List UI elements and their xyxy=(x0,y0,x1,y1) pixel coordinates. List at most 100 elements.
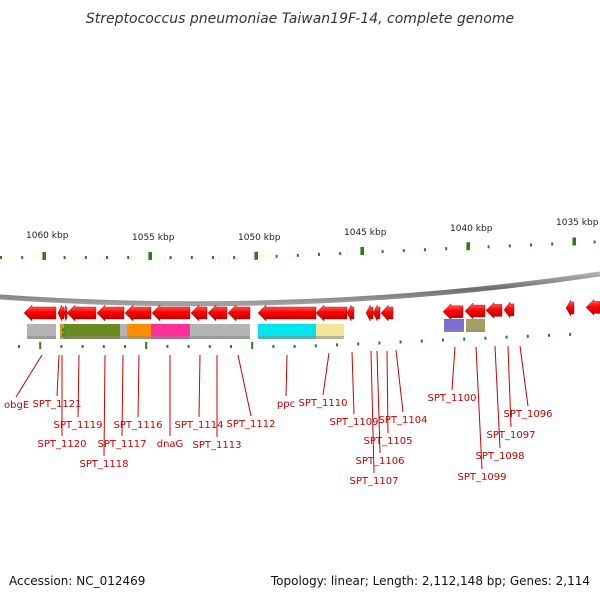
domain-bar-shade xyxy=(444,329,464,332)
domain-bar-shade xyxy=(151,336,190,339)
gene-callout-line xyxy=(103,354,106,457)
gene-arrow xyxy=(66,304,97,322)
domain-bar xyxy=(258,324,316,339)
ruler-minor-tick xyxy=(21,256,24,259)
gene-arrow xyxy=(315,304,348,322)
domain-bar xyxy=(316,324,344,339)
gene-callout-line xyxy=(285,354,288,397)
gene-callout-line xyxy=(198,354,201,418)
ruler-minor-tick xyxy=(127,256,130,259)
gene-arrow xyxy=(485,301,503,319)
gene-label: SPT_1113 xyxy=(193,440,242,451)
gene-arrow xyxy=(365,304,374,322)
domain-bar-shade xyxy=(120,336,127,339)
gene-label: SPT_1120 xyxy=(38,439,87,450)
gene-arrow xyxy=(503,301,515,319)
gene-label: SPT_1104 xyxy=(379,415,428,426)
gene-label: SPT_1098 xyxy=(476,451,525,462)
map-title: Streptococcus pneumoniae Taiwan19F-14, c… xyxy=(86,11,514,27)
gene-arrow xyxy=(380,304,394,322)
gene-label: SPT_1106 xyxy=(356,456,405,467)
domain-bar xyxy=(466,319,485,332)
domain-bar-shade xyxy=(258,336,316,339)
ruler-major-tick xyxy=(468,242,470,251)
gene-label: SPT_1119 xyxy=(54,420,103,431)
domain-bar-accent xyxy=(62,328,65,332)
lower-minor-tick xyxy=(420,339,423,343)
gene-label: SPT_1121 xyxy=(33,399,82,410)
gene-label: SPT_1117 xyxy=(98,439,147,450)
gene-arrow xyxy=(57,304,65,322)
gene-arrow xyxy=(464,302,486,320)
lower-minor-tick xyxy=(569,332,572,336)
ruler-minor-tick xyxy=(63,256,66,259)
gene-callout-line xyxy=(137,354,140,418)
gene-label: SPT_1096 xyxy=(504,409,553,420)
domain-bar xyxy=(64,324,120,339)
gene-label: dnaG xyxy=(157,439,184,450)
gene-label: SPT_1114 xyxy=(175,420,224,431)
ruler-minor-tick xyxy=(508,244,511,248)
lower-ticks xyxy=(18,332,572,349)
gene-callout-line xyxy=(351,351,355,415)
gene-label: SPT_1105 xyxy=(364,436,413,447)
ruler-minor-tick xyxy=(530,243,532,247)
gene-label: SPT_1109 xyxy=(330,417,379,428)
ruler-minor-tick xyxy=(212,256,214,259)
gene-label: SPT_1099 xyxy=(458,472,507,483)
gene-callout-line xyxy=(376,350,381,454)
ruler-minor-tick xyxy=(402,249,405,253)
ruler-minor-tick xyxy=(233,256,236,259)
gene-arrow xyxy=(151,304,191,322)
gene-callouts: obgE SPT_1121 SPT_1120 SPT_1119 SPT_1118 SPT_… xyxy=(4,345,553,487)
ruler-major-tick xyxy=(148,252,151,260)
gene-callout-line xyxy=(77,354,80,418)
domain-bar-shade xyxy=(127,336,151,339)
lower-minor-tick xyxy=(357,342,360,346)
gene-label: SPT_1107 xyxy=(350,476,399,487)
ruler-major-tick xyxy=(256,251,258,260)
lower-minor-tick xyxy=(60,345,63,348)
lower-minor-tick xyxy=(505,335,508,339)
genome-backbone xyxy=(0,271,600,307)
gene-label: SPT_1097 xyxy=(487,430,536,441)
accession-text: Accession: NC_012469 xyxy=(9,574,146,588)
gene-arrow xyxy=(207,304,228,322)
gene-callout-line xyxy=(395,349,404,413)
domain-bar xyxy=(444,319,464,332)
ruler-minor-tick xyxy=(190,256,193,259)
gene-arrows xyxy=(23,298,600,322)
gene-arrow xyxy=(565,299,575,317)
lower-minor-tick xyxy=(399,340,402,344)
gene-arrow xyxy=(124,304,152,322)
gene-callout-line xyxy=(451,346,456,391)
ruler-major-tick xyxy=(572,237,575,246)
domain-bar xyxy=(120,324,127,339)
domain-bar xyxy=(227,324,250,339)
gene-label: SPT_1116 xyxy=(114,420,163,431)
ruler-minor-tick xyxy=(424,248,426,252)
ruler-major-tick xyxy=(254,251,257,260)
domain-bar xyxy=(27,324,56,339)
lower-minor-tick xyxy=(293,345,296,348)
ruler-label: 1045 kbp xyxy=(344,228,387,238)
ruler-major-tick xyxy=(150,252,152,260)
domain-bars xyxy=(27,319,485,339)
domain-bar-shade xyxy=(27,336,56,339)
ruler-minor-tick xyxy=(381,250,384,254)
domain-bar xyxy=(190,324,227,339)
lower-minor-tick xyxy=(124,345,126,348)
ruler-label: 1060 kbp xyxy=(26,231,69,241)
domain-bar-shade xyxy=(190,336,227,339)
ruler-major-tick xyxy=(44,252,46,260)
lower-minor-tick xyxy=(548,333,550,337)
domain-bar xyxy=(151,324,190,339)
gene-arrow xyxy=(96,304,125,322)
ruler-ticks xyxy=(0,237,596,260)
gene-arrow xyxy=(63,304,68,322)
gene-callout-line xyxy=(494,345,501,449)
genome-summary-text: Topology: linear; Length: 2,112,148 bp; … xyxy=(270,574,590,588)
ruler-labels: 1060 kbp 1055 kbp 1050 kbp 1045 kbp 1040 kbp… xyxy=(26,218,599,243)
gene-callout-line xyxy=(507,345,512,428)
